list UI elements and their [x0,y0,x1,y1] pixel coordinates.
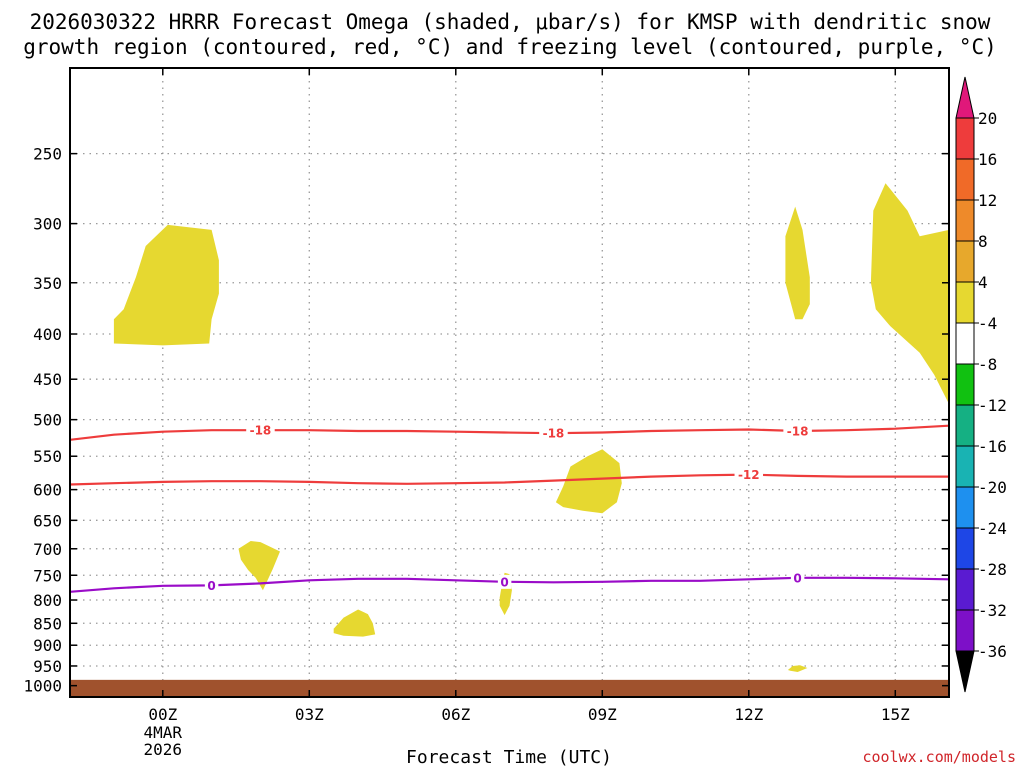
colorbar-cap-top [955,76,975,119]
colorbar-segment [955,322,975,365]
y-tick-label: 650 [33,511,62,530]
y-tick-label: 950 [33,657,62,676]
contour-labels: -18 -18 -18 -12 0 0 0 [204,423,812,593]
colorbar-segment [955,568,975,611]
omega-area [785,206,810,320]
y-axis-ticks: 250 300 350 400 450 500 550 600 650 700 750 800 850 9… [23,145,949,696]
colorbar-label: 12 [978,191,997,210]
colorbar-label: 4 [978,273,988,292]
gridlines [70,68,949,697]
contour-label-bg [497,574,512,589]
colorbar-label: -20 [978,478,1007,497]
omega-colorbar: 20 16 12 8 4 -4 -8 -12 -16 -20 -24 -28 -32 -36 [955,76,1007,693]
colorbar-label: 16 [978,150,997,169]
colorbar-label: -28 [978,560,1007,579]
contour-label: -12 [738,468,760,482]
y-tick-label: 850 [33,614,62,633]
contour-label: -18 [250,424,272,438]
colorbar-segment [955,117,975,160]
colorbar-label: -32 [978,601,1007,620]
omega-area [555,449,622,514]
contour-lines [70,424,949,593]
y-tick-label: 350 [33,274,62,293]
y-tick-label: 500 [33,411,62,430]
contour-line [70,424,949,441]
y-tick-label: 600 [33,481,62,500]
contour-label: 0 [207,579,215,593]
omega-area [238,541,280,591]
y-tick-label: 250 [33,145,62,164]
colorbar-segment [955,609,975,652]
x-tick-sublabel: 4MAR [144,723,183,742]
chart-title-line1: 2026030322 HRRR Forecast Omega (shaded, … [30,10,991,34]
x-tick-sublabel: 2026 [144,740,183,759]
x-axis-label: Forecast Time (UTC) [406,747,612,768]
contour-label-bg [734,467,764,482]
contour-label-bg [790,570,805,585]
omega-area [113,224,219,346]
y-tick-label: 300 [33,215,62,234]
colorbar-segment [955,281,975,324]
omega-area [333,609,376,637]
colorbar-label: -16 [978,437,1007,456]
y-tick-label: 400 [33,325,62,344]
colorbar-segment [955,486,975,529]
x-tick-label: 03Z [295,705,324,724]
omega-area [787,665,808,672]
colorbar-label: 8 [978,232,988,251]
colorbar-segment [955,527,975,570]
y-tick-label: 550 [33,447,62,466]
colorbar-segment [955,404,975,447]
contour-label: -18 [787,424,809,438]
colorbar-label: -12 [978,396,1007,415]
x-tick-label: 09Z [588,705,617,724]
y-tick-label: 700 [33,540,62,559]
colorbar-cap-bottom [955,650,975,693]
plot-frame [69,67,950,698]
y-tick-label: 750 [33,566,62,585]
contour-label-bg [246,423,275,438]
contour-label: 0 [793,571,801,585]
colorbar-segment [955,158,975,201]
colorbar-label: -24 [978,519,1007,538]
contour-label-bg [204,578,219,593]
x-tick-label: 00Z [148,705,177,724]
contour-label-bg [539,426,568,441]
chart-title-line2: growth region (contoured, red, °C) and f… [23,35,997,59]
y-tick-label: 900 [33,636,62,655]
omega-area [870,183,949,404]
x-tick-label: 06Z [441,705,470,724]
colorbar-segment [955,445,975,488]
y-tick-label: 1000 [23,677,62,696]
colorbar-segment [955,240,975,283]
ground-area [70,679,949,697]
credit-text: coolwx.com/models [862,748,1016,766]
colorbar-label: -4 [978,314,997,333]
contour-label: 0 [500,575,508,589]
y-tick-label: 800 [33,591,62,610]
contour-label-bg [783,423,812,438]
x-tick-label: 15Z [881,705,910,724]
contour-label: -18 [543,427,565,441]
x-tick-label: 12Z [734,705,763,724]
colorbar-label: -8 [978,355,997,374]
colorbar-segment [955,363,975,406]
y-tick-label: 450 [33,370,62,389]
contour-line [70,473,949,486]
colorbar-segment [955,199,975,242]
colorbar-label: -36 [978,642,1007,661]
colorbar-label: 20 [978,109,997,128]
omega-shaded-areas [113,183,949,672]
ground-shading [70,679,949,697]
